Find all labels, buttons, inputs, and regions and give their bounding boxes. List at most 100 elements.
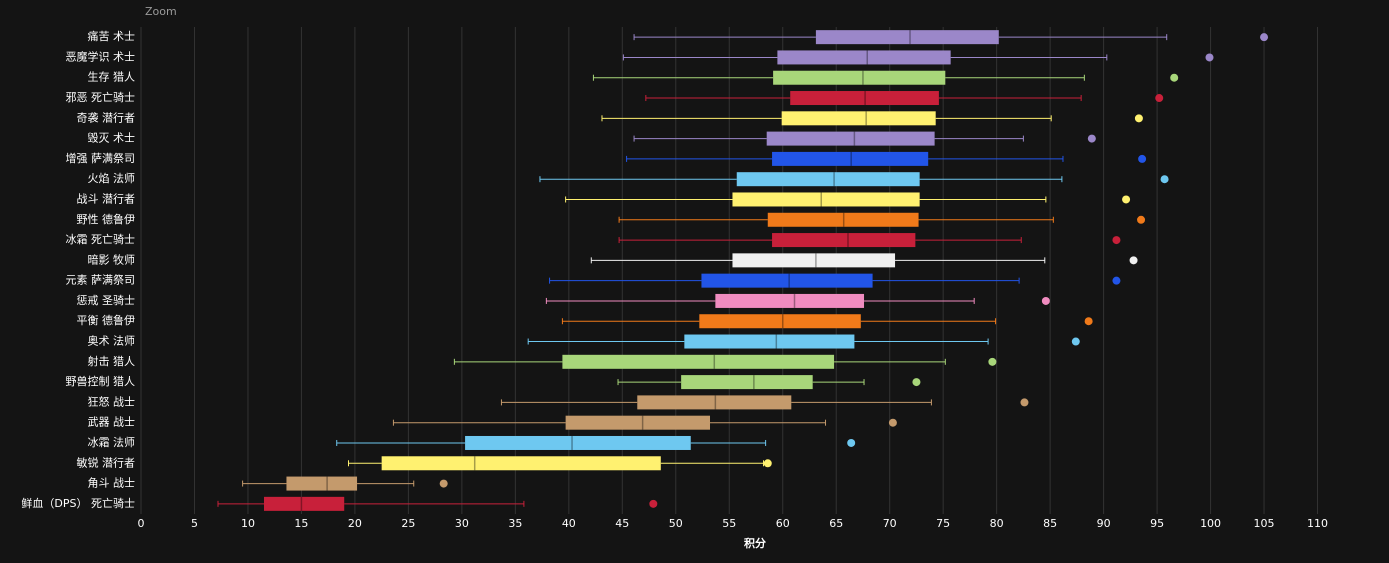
outlier [1041,296,1050,305]
zoom-label: Zoom [145,5,177,18]
x-tick-label: 15 [294,517,308,530]
y-tick-label: 增强 萨满祭司 [66,151,136,165]
outlier [1160,175,1169,184]
box [772,151,929,166]
y-tick-label: 平衡 德鲁伊 [77,313,136,327]
outlier [1112,236,1121,245]
x-tick-label: 105 [1254,517,1275,530]
y-tick-label: 敏锐 潜行者 [77,455,136,469]
x-tick-label: 95 [1150,517,1164,530]
y-tick-label: 冰霜 法师 [88,435,136,449]
y-tick-label: 奥术 法师 [88,334,136,348]
outlier [1071,337,1080,346]
box [766,131,935,146]
outlier [1170,73,1179,82]
x-tick-label: 85 [1043,517,1057,530]
x-tick-label: 10 [241,517,255,530]
x-tick-label: 0 [138,517,145,530]
box [381,456,661,471]
x-tick-label: 55 [722,517,736,530]
outlier [1155,94,1164,103]
outlier [1087,134,1096,143]
x-tick-label: 30 [455,517,469,530]
y-tick-label: 狂怒 战士 [88,394,136,408]
y-tick-label: 恶魔学识 术士 [66,49,136,63]
y-tick-label: 暗影 牧师 [88,252,136,266]
x-tick-label: 45 [615,517,629,530]
y-tick-label: 毁灭 术士 [88,131,136,145]
y-tick-label: 奇袭 潜行者 [77,110,136,124]
x-tick-label: 60 [776,517,790,530]
outlier [1112,276,1121,285]
y-tick-label: 火焰 法师 [88,171,136,185]
y-tick-label: 射击 猎人 [88,354,136,368]
box [562,354,835,369]
box [732,253,896,268]
box [286,476,358,491]
outlier [1020,398,1029,407]
y-tick-label: 武器 战士 [88,416,136,429]
x-tick-label: 100 [1200,517,1221,530]
box [699,314,861,329]
x-tick-label: 5 [191,517,198,530]
outlier [1084,317,1093,326]
outlier [439,479,448,488]
box [773,70,946,85]
outlier [1260,33,1269,42]
outlier [847,438,856,447]
outlier [912,378,921,387]
y-tick-label: 邪恶 死亡骑士 [66,90,136,104]
y-tick-label: 战斗 潜行者 [77,191,136,205]
y-tick-label: 野性 德鲁伊 [77,212,136,226]
outlier [649,499,658,508]
box [684,334,855,349]
box [715,293,865,308]
y-tick-label: 惩戒 圣骑士 [77,294,136,307]
y-tick-label: 鲜血（DPS） 死亡骑士 [21,496,135,510]
x-tick-label: 35 [508,517,522,530]
outlier [763,459,772,468]
y-tick-label: 角斗 战士 [88,477,136,490]
x-axis-label: 积分 [744,536,766,550]
box [781,111,936,126]
box [264,496,345,511]
outlier [988,357,997,366]
box [732,192,920,207]
x-tick-label: 110 [1307,517,1328,530]
x-tick-label: 75 [936,517,950,530]
box [790,91,939,106]
outlier [1205,53,1214,62]
outlier [1137,215,1146,224]
x-tick-label: 65 [829,517,843,530]
box [701,273,873,288]
y-tick-label: 元素 萨满祭司 [66,274,136,287]
box [767,212,919,227]
box [565,415,711,430]
x-tick-label: 80 [990,517,1004,530]
box [777,50,951,65]
y-tick-label: 冰霜 死亡骑士 [66,232,136,246]
box [465,435,691,450]
x-tick-label: 90 [1097,517,1111,530]
outlier [1134,114,1143,123]
y-tick-label: 痛苦 术士 [88,29,136,43]
x-tick-label: 50 [669,517,683,530]
box [815,30,999,45]
box [681,375,813,390]
box [736,172,920,187]
outlier [888,418,897,427]
box [637,395,792,410]
x-tick-label: 70 [883,517,897,530]
x-tick-label: 20 [348,517,362,530]
x-tick-label: 25 [401,517,415,530]
y-tick-label: 野兽控制 猎人 [66,374,136,388]
box [772,233,916,248]
x-tick-label: 40 [562,517,576,530]
outlier [1138,154,1147,163]
outlier [1129,256,1138,265]
y-tick-label: 生存 猎人 [88,70,136,84]
outlier [1122,195,1131,204]
